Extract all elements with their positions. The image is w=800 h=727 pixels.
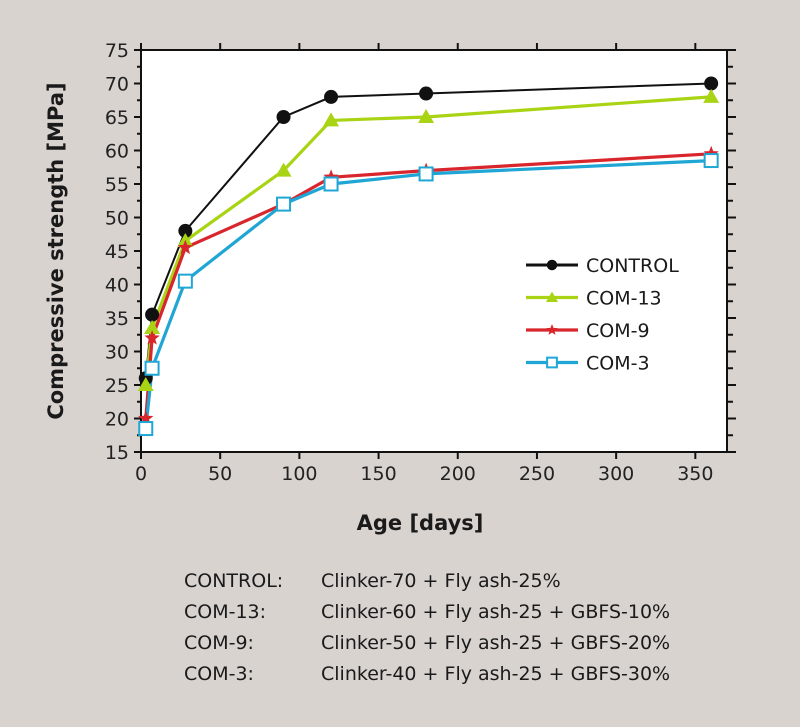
x-tick-label: 300 [598, 463, 634, 485]
data-point-com-3 [418, 166, 434, 182]
composition-notes: CONTROL: Clinker-70 + Fly ash-25% COM-13… [184, 566, 670, 690]
data-point-control [704, 76, 719, 91]
y-tick-label: 55 [105, 174, 129, 196]
x-tick-label: 200 [440, 463, 476, 485]
data-point-com-13 [418, 109, 435, 123]
note-key: COM-9: [184, 632, 254, 654]
y-tick-label: 60 [105, 141, 129, 163]
y-tick-label: 30 [105, 342, 129, 364]
series-markers [137, 76, 720, 437]
y-tick-label: 75 [105, 40, 129, 62]
note-key: COM-13: [184, 601, 267, 623]
legend: CONTROL COM-13 COM-9 COM-3 [526, 255, 679, 375]
note-row-com-9: COM-9: Clinker-50 + Fly ash-25 + GBFS-20… [184, 628, 670, 659]
legend-marker-com-9 [546, 324, 558, 335]
data-point-com-9 [138, 410, 154, 425]
legend-label-com-3: COM-3 [586, 353, 650, 375]
data-point-control [145, 307, 160, 322]
note-row-com-13: COM-13: Clinker-60 + Fly ash-25 + GBFS-1… [184, 597, 670, 628]
line-chart: 15 20 25 30 35 40 45 50 55 60 65 70 75 0 50 100 150 200 25… [44, 40, 736, 535]
y-axis-title: Compressive strength [MPa] [44, 82, 68, 419]
legend-marker-control [546, 259, 558, 271]
legend-label-com-13: COM-13 [586, 288, 662, 310]
x-tick-label: 150 [360, 463, 396, 485]
x-tick-label: 100 [281, 463, 317, 485]
note-value: Clinker-40 + Fly ash-25 + GBFS-30% [321, 663, 671, 685]
y-tick-label: 20 [105, 409, 129, 431]
legend-label-com-9: COM-9 [586, 320, 650, 342]
note-key: COM-3: [184, 663, 254, 685]
y-tick-label: 45 [105, 241, 129, 263]
data-point-control [276, 110, 291, 124]
data-point-com-13 [137, 377, 154, 391]
y-tick-label: 35 [105, 308, 129, 330]
legend-marker-com-3 [546, 356, 558, 369]
data-point-com-3 [144, 360, 160, 376]
data-point-control [419, 86, 434, 101]
y-tick-label: 25 [105, 375, 129, 397]
data-point-com-3 [138, 421, 154, 437]
data-point-control [324, 89, 339, 104]
x-axis-title: Age [days] [357, 511, 484, 535]
x-tick-label: 250 [519, 463, 555, 485]
y-tick-label: 40 [105, 275, 129, 297]
data-point-com-3 [703, 153, 719, 169]
data-point-control [178, 223, 193, 238]
y-tick-label: 70 [105, 74, 129, 96]
data-point-com-3 [276, 196, 292, 212]
note-value: Clinker-50 + Fly ash-25 + GBFS-20% [321, 632, 671, 654]
note-row-control: CONTROL: Clinker-70 + Fly ash-25% [184, 566, 670, 597]
axes: 15 20 25 30 35 40 45 50 55 60 65 70 75 0 50 100 150 200 25… [105, 40, 736, 485]
x-tick-label: 50 [208, 463, 232, 485]
note-key: CONTROL: [184, 570, 284, 592]
note-value: Clinker-60 + Fly ash-25 + GBFS-10% [321, 601, 671, 623]
plot-area [141, 50, 727, 452]
legend-label-control: CONTROL [586, 255, 679, 277]
x-tick-label: 0 [135, 463, 147, 485]
note-row-com-3: COM-3: Clinker-40 + Fly ash-25 + GBFS-30… [184, 659, 670, 690]
data-point-com-9 [177, 239, 193, 255]
y-tick-label: 15 [105, 442, 129, 464]
y-tick-label: 65 [105, 107, 129, 129]
data-point-com-3 [323, 176, 339, 192]
data-point-com-13 [144, 320, 161, 335]
y-tick-label: 50 [105, 208, 129, 230]
x-tick-label: 350 [677, 463, 713, 485]
note-value: Clinker-70 + Fly ash-25% [321, 570, 561, 592]
data-point-com-13 [275, 162, 292, 177]
data-point-com-13 [323, 112, 340, 127]
legend-marker-com-13 [546, 291, 558, 302]
data-point-com-9 [144, 330, 160, 345]
data-point-com-3 [177, 273, 193, 289]
data-point-com-13 [703, 88, 720, 103]
